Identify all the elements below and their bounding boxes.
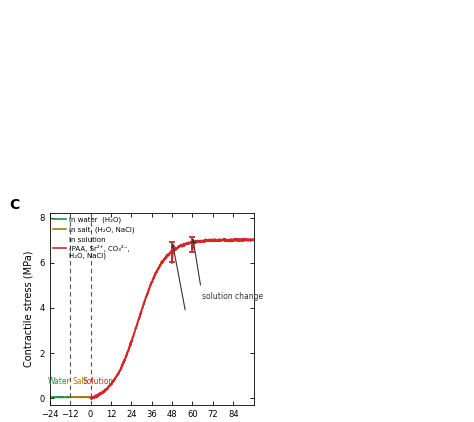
Text: Solution: Solution [82,377,114,386]
Text: Salt: Salt [72,377,87,386]
Legend: in water  (H₂O), in salt  (H₂O, NaCl), in solution
(PAA, Sr²⁺, CO₃²⁻,
H₂O, NaCl): in water (H₂O), in salt (H₂O, NaCl), in … [53,216,135,260]
Y-axis label: Contractile stress (MPa): Contractile stress (MPa) [24,251,34,368]
Text: solution change: solution change [202,292,263,301]
Text: C: C [9,198,19,212]
Text: Water: Water [48,377,71,386]
